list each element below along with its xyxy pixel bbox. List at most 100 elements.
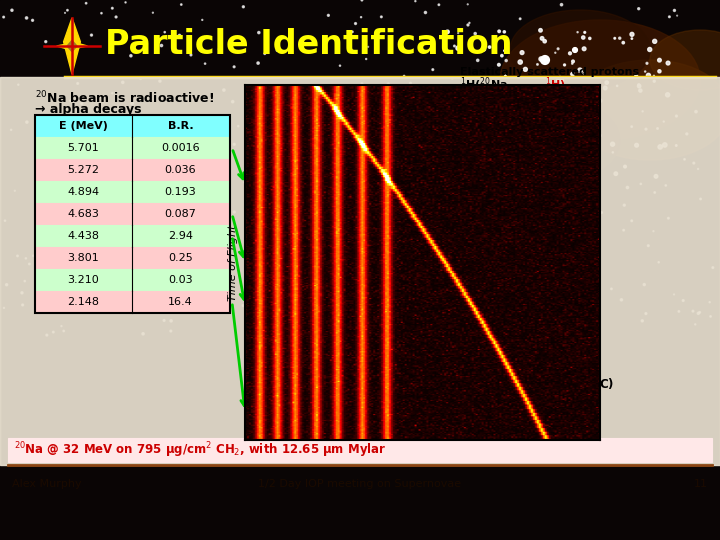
Point bbox=[81, 125, 92, 134]
Point bbox=[659, 140, 670, 149]
Polygon shape bbox=[57, 43, 87, 50]
Point bbox=[650, 172, 662, 181]
Point bbox=[111, 231, 122, 239]
Text: 4.438: 4.438 bbox=[68, 231, 99, 241]
Point bbox=[678, 296, 689, 305]
Point bbox=[500, 94, 511, 103]
Point bbox=[688, 159, 700, 167]
Bar bbox=[35, 247, 230, 269]
Point bbox=[574, 66, 585, 75]
Point bbox=[356, 79, 368, 88]
Point bbox=[586, 128, 598, 137]
Point bbox=[500, 168, 511, 177]
Point bbox=[302, 149, 313, 158]
Point bbox=[27, 252, 39, 260]
Point bbox=[707, 264, 719, 272]
Point bbox=[626, 34, 638, 43]
Point bbox=[62, 224, 73, 233]
Point bbox=[138, 329, 149, 338]
Point bbox=[213, 197, 225, 205]
Point bbox=[649, 188, 660, 197]
Point bbox=[484, 148, 495, 157]
Point bbox=[567, 57, 579, 66]
Point bbox=[225, 239, 237, 247]
Point bbox=[201, 292, 212, 301]
Point bbox=[437, 83, 449, 92]
Point bbox=[138, 147, 150, 156]
Point bbox=[176, 0, 187, 9]
Point bbox=[380, 137, 392, 146]
Point bbox=[361, 55, 372, 63]
Point bbox=[593, 131, 605, 140]
Point bbox=[356, 13, 367, 22]
Point bbox=[127, 123, 139, 132]
Point bbox=[96, 9, 107, 17]
Text: 5.272: 5.272 bbox=[68, 165, 99, 175]
Bar bbox=[35, 269, 230, 291]
Point bbox=[197, 47, 208, 56]
Point bbox=[371, 44, 382, 52]
Point bbox=[82, 168, 94, 177]
Text: Alex Murphy: Alex Murphy bbox=[12, 479, 81, 489]
Point bbox=[65, 97, 76, 105]
Point bbox=[238, 3, 249, 11]
Point bbox=[693, 309, 704, 318]
Point bbox=[274, 204, 286, 212]
Ellipse shape bbox=[510, 10, 650, 90]
Point bbox=[147, 9, 158, 17]
Point bbox=[462, 21, 474, 29]
Point bbox=[472, 56, 484, 65]
Point bbox=[427, 65, 438, 74]
Point bbox=[606, 285, 617, 293]
Point bbox=[442, 28, 454, 36]
Point bbox=[107, 89, 118, 97]
Point bbox=[460, 113, 472, 122]
Point bbox=[452, 29, 464, 37]
Point bbox=[24, 260, 35, 268]
Point bbox=[687, 307, 698, 315]
Point bbox=[398, 72, 410, 80]
Point bbox=[420, 193, 432, 201]
Point bbox=[640, 309, 652, 318]
Point bbox=[668, 290, 680, 299]
Point bbox=[505, 159, 517, 168]
Text: 4.683: 4.683 bbox=[68, 209, 99, 219]
Point bbox=[157, 33, 168, 42]
Point bbox=[670, 112, 682, 120]
Point bbox=[58, 327, 69, 335]
Text: $^{1}$H($^{20}$Na,: $^{1}$H($^{20}$Na, bbox=[460, 76, 513, 94]
Point bbox=[86, 31, 97, 39]
Point bbox=[673, 307, 685, 316]
Point bbox=[385, 292, 397, 300]
Point bbox=[553, 105, 564, 114]
Text: 5.701: 5.701 bbox=[68, 143, 99, 153]
Point bbox=[362, 296, 374, 305]
Point bbox=[500, 56, 512, 65]
Point bbox=[385, 205, 397, 213]
Bar bbox=[35, 181, 230, 203]
Text: 16.4: 16.4 bbox=[168, 297, 193, 307]
Point bbox=[498, 28, 510, 36]
Point bbox=[454, 45, 466, 53]
Point bbox=[648, 227, 660, 235]
Point bbox=[302, 190, 314, 199]
Point bbox=[180, 137, 192, 146]
Point bbox=[573, 236, 585, 245]
Point bbox=[21, 118, 32, 126]
Point bbox=[505, 148, 516, 157]
Point bbox=[95, 289, 107, 298]
Text: 0.087: 0.087 bbox=[165, 209, 197, 219]
Point bbox=[618, 38, 629, 47]
Point bbox=[633, 4, 644, 13]
Point bbox=[577, 118, 588, 127]
Text: $^{12}$C($^{20}$Na,$^{12}$C): $^{12}$C($^{20}$Na,$^{12}$C) bbox=[530, 376, 614, 394]
Point bbox=[78, 240, 89, 248]
Bar bbox=[35, 115, 230, 313]
Point bbox=[550, 301, 562, 310]
Point bbox=[456, 98, 468, 107]
Point bbox=[484, 43, 495, 51]
Point bbox=[48, 269, 60, 278]
Point bbox=[403, 206, 415, 215]
Point bbox=[323, 11, 334, 19]
Point bbox=[154, 77, 166, 85]
